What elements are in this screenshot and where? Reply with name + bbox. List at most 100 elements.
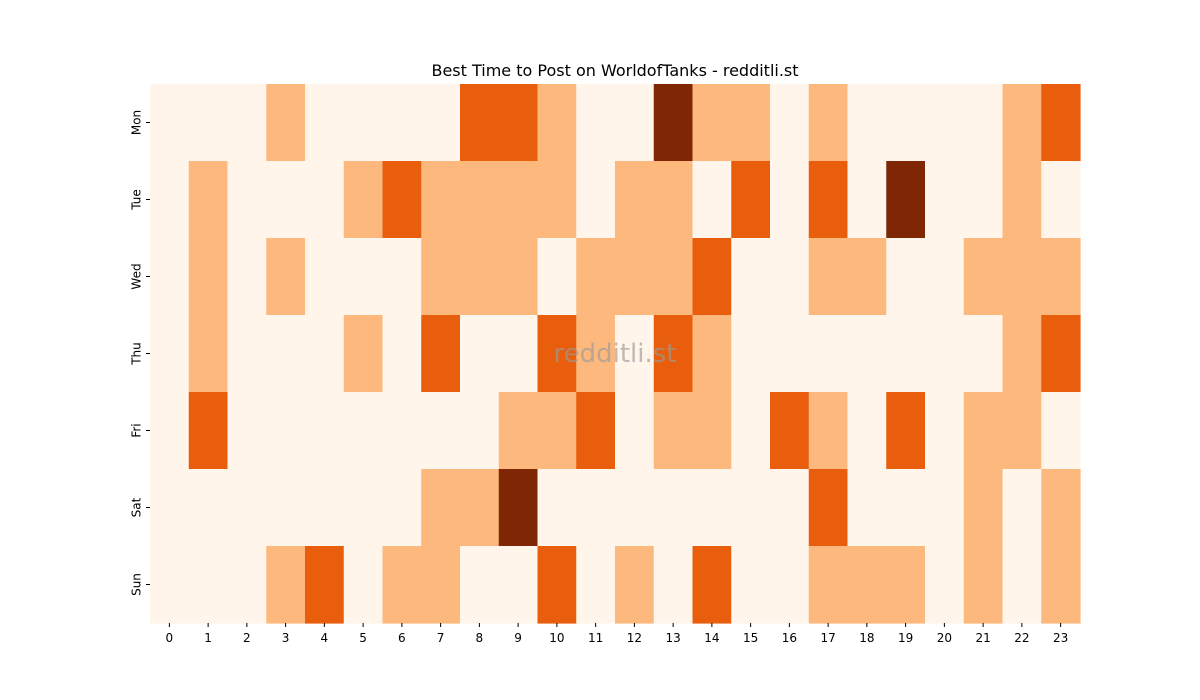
x-tick-label: 5 xyxy=(359,631,367,645)
x-tick-label: 11 xyxy=(588,631,603,645)
heatmap-cell-thu-0 xyxy=(150,315,190,393)
heatmap-cell-tue-21 xyxy=(963,161,1004,239)
heatmap-cell-fri-14 xyxy=(692,392,732,470)
heatmap-cell-fri-8 xyxy=(460,392,500,470)
heatmap-cell-sun-10 xyxy=(537,546,577,624)
x-tick-label: 0 xyxy=(166,631,174,645)
heatmap-cell-thu-4 xyxy=(305,315,345,393)
heatmap-cell-sun-23 xyxy=(1041,546,1081,624)
y-tick-label: Thu xyxy=(130,342,144,366)
heatmap-cell-fri-6 xyxy=(382,392,422,470)
heatmap-cell-thu-1 xyxy=(188,315,229,393)
heatmap-cell-sat-13 xyxy=(653,469,694,547)
heatmap-cell-mon-8 xyxy=(460,84,500,162)
heatmap-cell-wed-19 xyxy=(886,238,926,316)
heatmap-cell-mon-16 xyxy=(770,84,810,162)
heatmap-cell-mon-7 xyxy=(421,84,461,162)
heatmap-cell-fri-2 xyxy=(227,392,267,470)
heatmap-cell-sun-11 xyxy=(576,546,616,624)
heatmap-cell-thu-7 xyxy=(421,315,461,393)
heatmap-cell-sat-2 xyxy=(227,469,267,547)
heatmap-cell-fri-20 xyxy=(925,392,965,470)
heatmap-cell-wed-16 xyxy=(770,238,810,316)
heatmap-cell-wed-23 xyxy=(1041,238,1081,316)
heatmap-cell-tue-5 xyxy=(343,161,384,239)
heatmap-cell-tue-12 xyxy=(615,161,655,239)
heatmap-cell-wed-18 xyxy=(847,238,887,316)
y-axis: Mon Tue Wed Thu Fri Sat Sun xyxy=(130,110,150,596)
heatmap-cell-fri-15 xyxy=(731,392,771,470)
heatmap-cell-tue-10 xyxy=(537,161,577,239)
heatmap-cell-sat-18 xyxy=(847,469,887,547)
heatmap-cell-mon-15 xyxy=(731,84,771,162)
x-tick-label: 12 xyxy=(627,631,642,645)
heatmap-cell-tue-17 xyxy=(808,161,849,239)
heatmap-cell-sat-19 xyxy=(886,469,926,547)
heatmap-cell-sun-19 xyxy=(886,546,926,624)
heatmap-cell-wed-12 xyxy=(615,238,655,316)
heatmap-cell-fri-11 xyxy=(576,392,616,470)
y-tick-label: Fri xyxy=(130,423,144,437)
heatmap-cell-tue-7 xyxy=(421,161,461,239)
heatmap-cell-mon-6 xyxy=(382,84,422,162)
x-tick-label: 9 xyxy=(514,631,522,645)
x-tick-label: 22 xyxy=(1014,631,1029,645)
heatmap-cell-fri-13 xyxy=(653,392,694,470)
heatmap-cells xyxy=(150,84,1081,624)
heatmap-cell-mon-17 xyxy=(808,84,849,162)
x-tick-label: 15 xyxy=(743,631,758,645)
heatmap-cell-fri-4 xyxy=(305,392,345,470)
heatmap-cell-fri-17 xyxy=(808,392,849,470)
heatmap-cell-sat-21 xyxy=(963,469,1004,547)
heatmap-cell-tue-11 xyxy=(576,161,616,239)
heatmap-cell-wed-5 xyxy=(343,238,384,316)
heatmap-cell-tue-23 xyxy=(1041,161,1081,239)
heatmap-cell-fri-1 xyxy=(188,392,229,470)
heatmap-cell-sun-12 xyxy=(615,546,655,624)
heatmap-cell-thu-6 xyxy=(382,315,422,393)
heatmap-cell-tue-8 xyxy=(460,161,500,239)
heatmap-cell-sun-7 xyxy=(421,546,461,624)
x-tick-label: 10 xyxy=(549,631,564,645)
heatmap-cell-sat-14 xyxy=(692,469,732,547)
heatmap-cell-sat-3 xyxy=(266,469,306,547)
heatmap-cell-thu-23 xyxy=(1041,315,1081,393)
heatmap-cell-sun-9 xyxy=(498,546,539,624)
heatmap-cell-wed-0 xyxy=(150,238,190,316)
heatmap-cell-sun-16 xyxy=(770,546,810,624)
heatmap-cell-tue-6 xyxy=(382,161,422,239)
heatmap-cell-wed-14 xyxy=(692,238,732,316)
heatmap-cell-mon-1 xyxy=(188,84,229,162)
heatmap-cell-wed-22 xyxy=(1002,238,1042,316)
heatmap-cell-sun-8 xyxy=(460,546,500,624)
heatmap-cell-mon-22 xyxy=(1002,84,1042,162)
heatmap-cell-sun-0 xyxy=(150,546,190,624)
heatmap-cell-fri-9 xyxy=(498,392,539,470)
x-tick-label: 18 xyxy=(859,631,874,645)
heatmap-cell-sat-1 xyxy=(188,469,229,547)
heatmap-cell-fri-22 xyxy=(1002,392,1042,470)
heatmap-cell-mon-11 xyxy=(576,84,616,162)
heatmap-cell-tue-14 xyxy=(692,161,732,239)
y-tick-label: Tue xyxy=(130,189,144,211)
watermark: redditli.st xyxy=(554,339,677,369)
heatmap-cell-wed-10 xyxy=(537,238,577,316)
y-tick-label: Mon xyxy=(130,110,144,135)
x-tick-label: 8 xyxy=(476,631,484,645)
heatmap-cell-sat-22 xyxy=(1002,469,1042,547)
heatmap-cell-fri-19 xyxy=(886,392,926,470)
x-tick-label: 20 xyxy=(937,631,952,645)
heatmap-cell-sat-4 xyxy=(305,469,345,547)
heatmap-cell-mon-19 xyxy=(886,84,926,162)
x-tick-label: 13 xyxy=(665,631,680,645)
chart-title: Best Time to Post on WorldofTanks - redd… xyxy=(431,61,798,80)
heatmap-cell-sat-11 xyxy=(576,469,616,547)
heatmap-cell-thu-5 xyxy=(343,315,384,393)
heatmap-cell-sun-22 xyxy=(1002,546,1042,624)
heatmap-cell-mon-23 xyxy=(1041,84,1081,162)
heatmap-cell-wed-13 xyxy=(653,238,694,316)
x-tick-label: 4 xyxy=(321,631,329,645)
x-tick-label: 14 xyxy=(704,631,719,645)
heatmap-cell-thu-9 xyxy=(498,315,539,393)
heatmap-cell-sat-10 xyxy=(537,469,577,547)
